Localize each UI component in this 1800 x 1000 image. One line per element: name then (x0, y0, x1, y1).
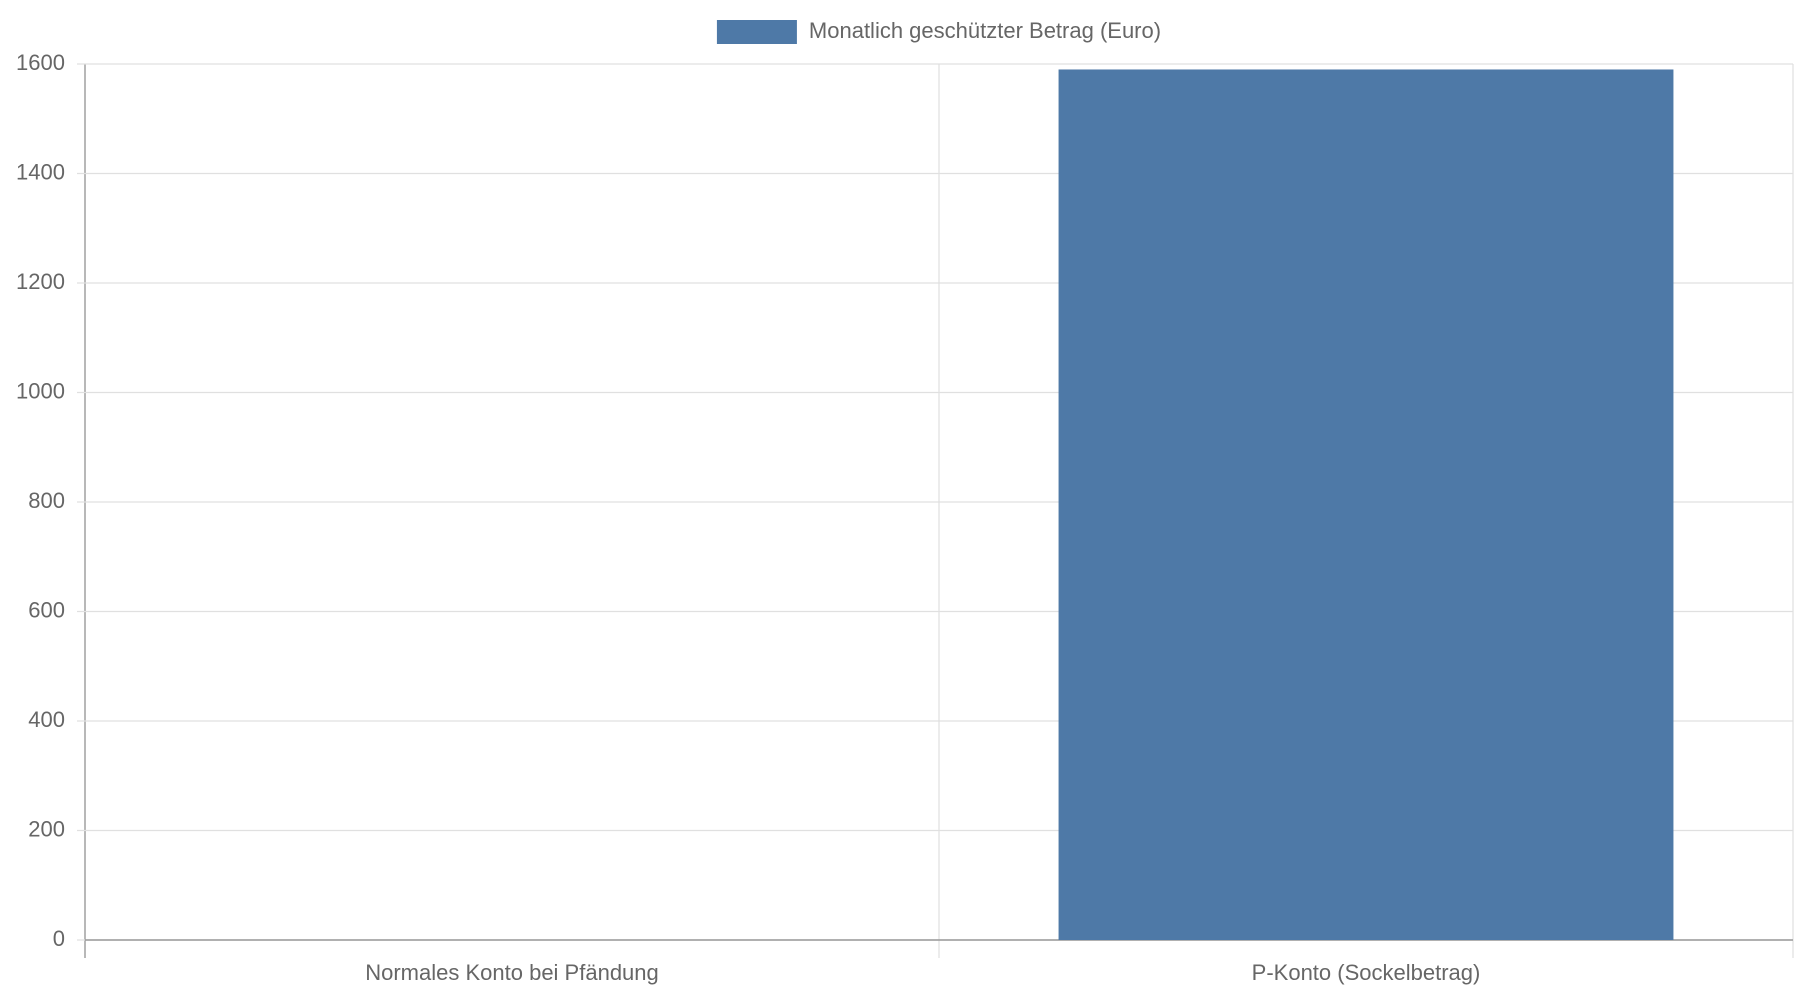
y-tick-label: 1000 (16, 378, 65, 403)
y-tick-label: 0 (53, 926, 65, 951)
x-tick-label: Normales Konto bei Pfändung (365, 960, 659, 985)
y-tick-label: 400 (28, 707, 65, 732)
y-tick-label: 1600 (16, 50, 65, 75)
legend-label: Monatlich geschützter Betrag (Euro) (809, 18, 1161, 43)
y-tick-label: 1400 (16, 159, 65, 184)
legend-swatch (716, 20, 797, 44)
y-tick-label: 800 (28, 488, 65, 513)
y-tick-label: 1200 (16, 269, 65, 294)
y-tick-label: 200 (28, 816, 65, 841)
x-tick-label: P-Konto (Sockelbetrag) (1252, 960, 1481, 985)
bar (1058, 69, 1674, 941)
y-tick-label: 600 (28, 597, 65, 622)
